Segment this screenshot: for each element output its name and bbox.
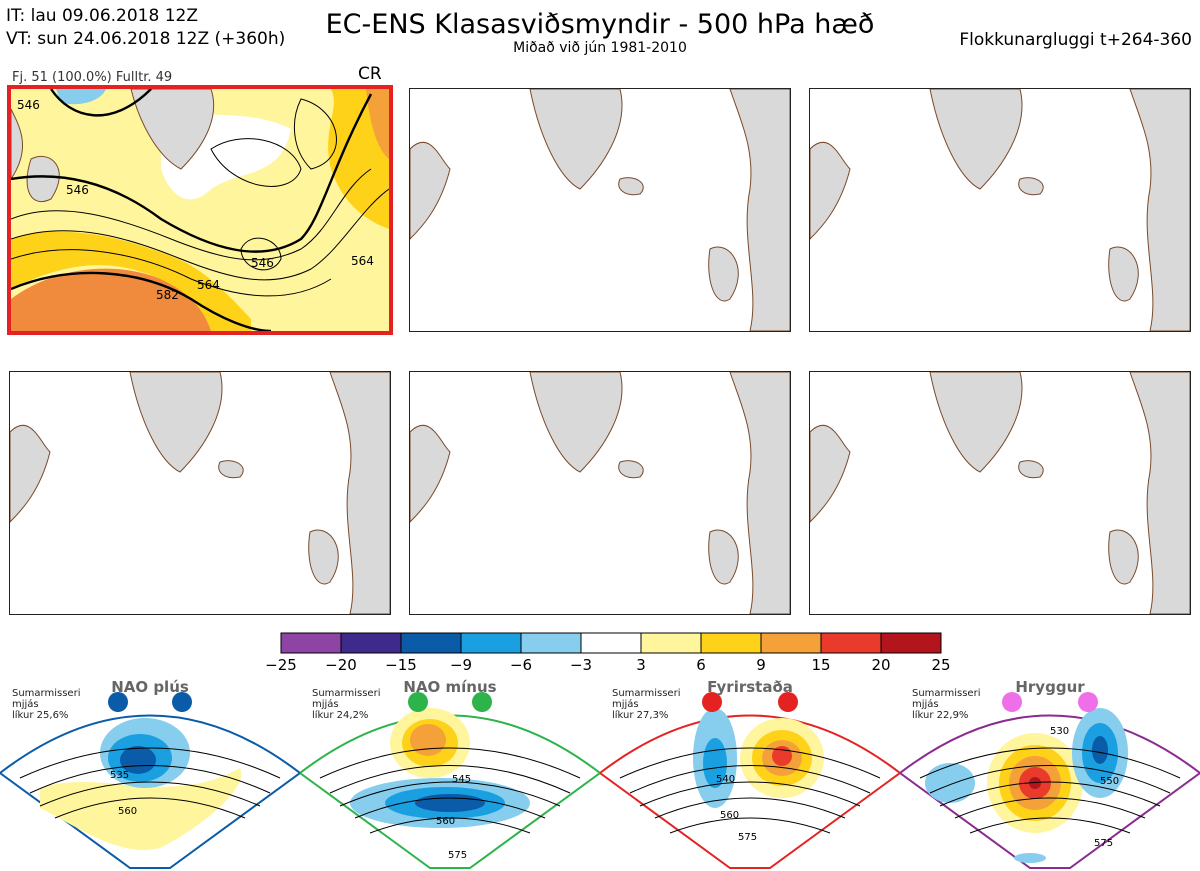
map-panel-1-graphic: 546 564 582 564 546 546: [11, 89, 389, 331]
regime-info: Sumarmisseri mjjás líkur 24,2%: [312, 688, 381, 721]
colorbar-tick-label: −6: [509, 656, 533, 674]
initial-time: IT: lau 09.06.2018 12Z: [6, 6, 198, 26]
contour-label: 582: [156, 288, 179, 302]
regime-info: Sumarmisseri mjjás líkur 25,6%: [12, 688, 81, 721]
colorbar-tick-label: 25: [931, 656, 951, 674]
regime-info: Sumarmisseri mjjás líkur 27,3%: [612, 688, 681, 721]
regime-blocking[interactable]: 540 560 575 Fyrirstaða Sumarmisseri mjjá…: [600, 678, 900, 871]
contour-label: 564: [197, 278, 220, 292]
page-title: EC-ENS Klasasviðsmyndir - 500 hPa hæð: [325, 9, 875, 40]
regime-title: Fyrirstaða: [707, 678, 793, 696]
map-panel-3[interactable]: [809, 88, 1191, 332]
map-panel-4-graphic: [10, 372, 390, 614]
map-panel-5-graphic: [410, 372, 790, 614]
colorbar-swatch: [460, 632, 522, 654]
regime-nao-plus-graphic: 535 560: [0, 692, 300, 869]
map-panel-6[interactable]: [809, 371, 1191, 615]
regime-marker: [1078, 692, 1098, 712]
member-count: Fj. 51 (100.0%) Fulltr. 49: [12, 70, 173, 85]
contour-label: 560: [118, 806, 137, 817]
regime-marker: [1002, 692, 1022, 712]
anomaly-orange-east: [366, 89, 389, 159]
colorbar-tick-label: −15: [385, 656, 417, 674]
contour-label: 535: [110, 770, 129, 781]
regime-title: NAO plús: [111, 678, 189, 696]
classification-window: Flokkunargluggi t+264-360: [959, 30, 1192, 50]
colorbar-tick-label: 9: [756, 656, 766, 674]
contour-label: 546: [251, 256, 274, 270]
contour-label: 560: [436, 816, 455, 827]
regime-ridge[interactable]: 530 550 575 Hryggur Sumarmisseri mjjás l…: [900, 678, 1200, 871]
contour-label: 550: [1100, 776, 1119, 787]
colorbar-tick-label: 20: [871, 656, 891, 674]
contour-label: 546: [17, 98, 40, 112]
colorbar-tick-label: 3: [636, 656, 646, 674]
colorbar-swatch: [820, 632, 882, 654]
contour-label: 575: [738, 832, 757, 843]
contour-label: 545: [452, 774, 471, 785]
regime-marker: [172, 692, 192, 712]
colorbar-swatch: [340, 632, 402, 654]
contour-label: 575: [1094, 838, 1113, 849]
regime-marker: [408, 692, 428, 712]
colorbar-swatch: [520, 632, 582, 654]
colorbar-tick-label: −25: [265, 656, 297, 674]
colorbar-swatch: [880, 632, 942, 654]
map-panel-1-selected[interactable]: 546 564 582 564 546 546: [7, 85, 393, 335]
regime-marker: [472, 692, 492, 712]
cluster-code: CR: [358, 64, 382, 84]
regime-nao-minus-graphic: 545 560 575: [300, 692, 600, 869]
contour-label: 540: [716, 774, 735, 785]
map-panel-6-graphic: [810, 372, 1190, 614]
map-panel-2-graphic: [410, 89, 790, 331]
regime-nao-minus[interactable]: 545 560 575 NAO mínus Sumarmisseri mjjás…: [300, 678, 600, 871]
regime-marker: [702, 692, 722, 712]
colorbar-tick-label: −3: [569, 656, 593, 674]
anomaly-blue-nw: [56, 89, 106, 105]
contour-label: 575: [448, 850, 467, 861]
contour-label: 564: [351, 254, 374, 268]
contour-label: 560: [720, 810, 739, 821]
page-subtitle: Miðað við jún 1981-2010: [513, 40, 687, 56]
colorbar-tick-label: 15: [811, 656, 831, 674]
colorbar-swatch: [760, 632, 822, 654]
anomaly-gold-area: [11, 231, 251, 331]
regime-nao-plus[interactable]: 535 560 NAO plús Sumarmisseri mjjás líku…: [0, 678, 300, 871]
colorbar-swatch: [400, 632, 462, 654]
valid-time: VT: sun 24.06.2018 12Z (+360h): [6, 29, 286, 49]
regime-title: NAO mínus: [403, 678, 497, 696]
map-panel-2[interactable]: [409, 88, 791, 332]
colorbar-swatch: [700, 632, 762, 654]
greenland-coast-2: [130, 89, 215, 170]
map-panel-4[interactable]: [9, 371, 391, 615]
colorbar-swatch: [280, 632, 342, 654]
regime-info: Sumarmisseri mjjás líkur 22,9%: [912, 688, 981, 721]
regime-title: Hryggur: [1015, 678, 1085, 696]
map-panel-5[interactable]: [409, 371, 791, 615]
map-panel-3-graphic: [810, 89, 1190, 331]
colorbar-swatch: [580, 632, 642, 654]
regime-ridge-graphic: 530 550 575: [900, 692, 1200, 869]
regime-marker: [778, 692, 798, 712]
colorbar: [280, 632, 942, 654]
colorbar-swatch: [640, 632, 702, 654]
regime-marker: [108, 692, 128, 712]
colorbar-tick-label: −9: [449, 656, 473, 674]
contour-label: 546: [66, 183, 89, 197]
contour-label: 530: [1050, 726, 1069, 737]
colorbar-tick-label: 6: [696, 656, 706, 674]
colorbar-tick-label: −20: [325, 656, 357, 674]
